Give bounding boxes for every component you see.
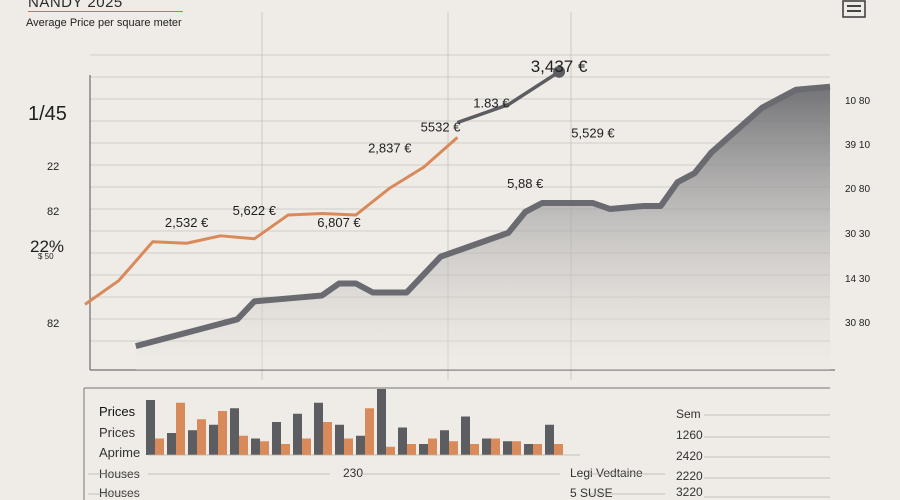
bottom-right-label: 3220 — [676, 485, 703, 499]
bottom-right-label: 2420 — [676, 449, 703, 463]
price-annotation: 6,807 € — [317, 215, 361, 230]
y-axis-small-label: $ 50 — [38, 252, 54, 261]
bar-prices — [167, 433, 176, 455]
annotations: 3,437 € 1.83 € 5532 € 2,837 € 5,529 € 5,88 € 2… — [165, 57, 616, 230]
right-axis-label: 30 80 — [845, 318, 870, 329]
bottom-left-label: Prices — [99, 404, 136, 419]
area-series-line — [135, 83, 831, 350]
bar-aprime — [302, 438, 311, 455]
y-axis-label: 22 — [47, 161, 59, 173]
menu-icon[interactable] — [842, 0, 866, 18]
bar-prices — [293, 413, 302, 455]
price-annotation: 5,88 € — [507, 176, 544, 191]
y-axis-label: 22% — [30, 237, 64, 256]
bottom-mid-label: Legi Vedtaine — [570, 466, 643, 480]
bar-prices — [503, 441, 512, 455]
bar-aprime — [155, 438, 164, 455]
right-axis-label: 39 10 — [845, 140, 870, 151]
bottom-mid-label: 5 SUSE — [570, 486, 613, 500]
bar-prices — [188, 430, 197, 455]
bottom-left-label: Houses — [99, 486, 140, 500]
bar-prices — [419, 444, 428, 455]
right-axis-label: 10 80 — [845, 96, 870, 107]
bar-prices — [356, 435, 365, 455]
bar-prices — [314, 402, 323, 455]
price-annotation: 5,622 € — [233, 203, 277, 218]
price-annotation: 5,529 € — [571, 125, 615, 140]
price-annotation: 1.83 € — [473, 96, 510, 111]
title-underline — [28, 11, 183, 12]
series-line — [84, 136, 459, 306]
bottom-left-label: Aprime — [99, 445, 140, 460]
y-axis-label: 82 — [47, 206, 59, 218]
bar-prices — [440, 430, 449, 455]
right-axis-label: 30 30 — [845, 229, 870, 240]
bar-prices — [545, 424, 554, 455]
bottom-right-label: 2220 — [676, 469, 703, 483]
bar-prices — [272, 422, 281, 455]
bottom-right-label: Sem — [676, 407, 701, 421]
axis-labels: 1/45 22 82 22% 82 $ 50 10 80 39 10 20 80 30 30 14 … — [28, 96, 870, 330]
bar-prices — [398, 427, 407, 455]
price-lines — [84, 65, 566, 306]
bar-prices — [335, 424, 344, 455]
y-axis-label: 1/45 — [28, 103, 67, 125]
bar-aprime — [365, 408, 374, 455]
bar-aprime — [428, 438, 437, 455]
endpoint-marker — [553, 65, 566, 78]
bottom-right-label: 1260 — [676, 428, 703, 442]
price-annotation: 5532 € — [421, 119, 462, 134]
price-annotation: 2,532 € — [165, 215, 209, 230]
price-area — [135, 83, 831, 371]
right-axis-label: 20 80 — [845, 184, 870, 195]
bar-aprime — [491, 438, 500, 455]
bar-prices — [377, 389, 386, 455]
bar-aprime — [533, 444, 542, 455]
bar-prices — [524, 444, 533, 455]
bar-aprime — [218, 411, 227, 455]
chart-subtitle: Average Price per square meter — [26, 17, 182, 29]
bar-aprime — [239, 435, 248, 455]
bar-prices — [482, 438, 491, 455]
bar-aprime — [512, 441, 521, 455]
bar-prices — [146, 400, 155, 455]
right-axis-label: 14 30 — [845, 274, 870, 285]
bar-prices — [230, 408, 239, 455]
bar-aprime — [281, 444, 290, 455]
bar-prices — [251, 438, 260, 455]
bar-aprime — [470, 444, 479, 455]
bar-prices — [461, 416, 470, 455]
bar-aprime — [344, 438, 353, 455]
bar-aprime — [407, 444, 416, 455]
series-line — [456, 70, 561, 125]
chart-title: NANDY 2025 — [28, 0, 123, 11]
bar-aprime — [176, 402, 185, 455]
price-annotation: 3,437 € — [531, 57, 588, 76]
bar-prices — [209, 424, 218, 455]
y-axis-label: 82 — [47, 318, 59, 330]
price-annotation: 2,837 € — [368, 140, 412, 155]
bar-aprime — [197, 419, 206, 455]
bar-aprime — [323, 422, 332, 455]
bar-chart — [146, 389, 563, 455]
bottom-mid-label: 230 — [343, 466, 363, 480]
bar-aprime — [449, 441, 458, 455]
bar-aprime — [386, 446, 395, 455]
bar-aprime — [260, 441, 269, 455]
bottom-left-label: Prices — [99, 425, 136, 440]
bar-aprime — [554, 444, 563, 455]
